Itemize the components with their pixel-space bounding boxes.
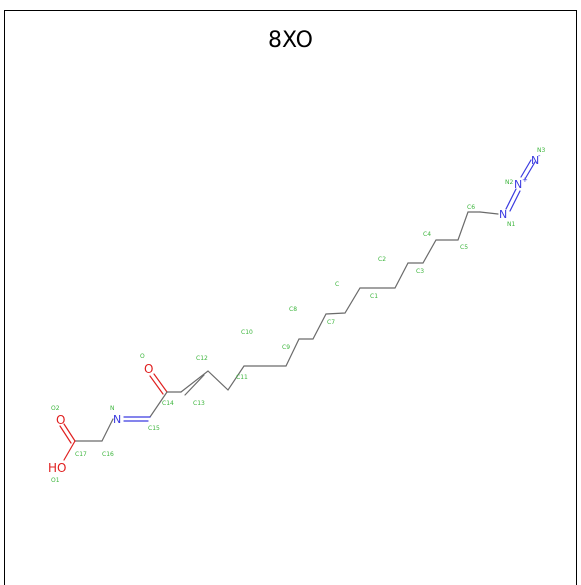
atom-o1-hydroxyl-symbol: HO	[48, 461, 66, 475]
bond-c17-o2	[63, 423, 76, 442]
label-c5: C5	[460, 244, 468, 251]
bond-n2-n3-double	[524, 161, 536, 180]
label-c17: C17	[75, 451, 87, 458]
atom-n3-symbol: N	[531, 154, 539, 167]
atom-n2-symbol: N	[514, 178, 522, 191]
bond-c14-o-double	[149, 375, 164, 395]
label-c10: C10	[241, 329, 253, 336]
molecule-title: 8XO	[268, 28, 313, 53]
label-c6: C6	[467, 204, 475, 211]
image-frame	[4, 10, 577, 585]
atom-o2-symbol: O	[56, 413, 65, 427]
bond-c17-o1	[63, 440, 76, 461]
label-c: C	[335, 281, 339, 288]
bond-n1-n2	[505, 188, 517, 210]
label-n3: N3	[537, 147, 545, 154]
label-c12: C12	[196, 355, 208, 362]
label-c4: C4	[423, 231, 431, 238]
bond-c12-c13-double	[184, 374, 205, 396]
bonds	[59, 159, 536, 461]
bond-n-c16	[101, 418, 114, 442]
label-c16: C16	[102, 451, 114, 458]
bond-c14-c15	[149, 391, 168, 418]
atom-labels: N3 N2 N1 C6 C5 C4 C3 C2 C1 C C7 C8 C9 C1…	[51, 147, 545, 484]
bond-c17-o2-double	[59, 425, 72, 444]
label-o1: O1	[51, 477, 60, 484]
label-c9: C9	[282, 344, 290, 351]
atom-n2-charge: +	[522, 176, 528, 184]
label-n: N	[110, 405, 115, 412]
bond-n1-c6	[479, 211, 499, 215]
atom-n1-symbol: N	[499, 208, 507, 221]
label-n2: N2	[505, 179, 513, 186]
label-c13: C13	[193, 400, 205, 407]
label-c3: C3	[416, 268, 424, 275]
carbon-chain	[180, 211, 481, 393]
label-c2: C2	[378, 256, 386, 263]
atom-o-ketone-symbol: O	[144, 362, 153, 376]
label-n1: N1	[507, 221, 515, 228]
bond-n2-n3	[520, 159, 532, 178]
label-c7: C7	[327, 319, 335, 326]
label-c1: C1	[370, 293, 378, 300]
label-c8: C8	[289, 306, 297, 313]
label-c15: C15	[148, 425, 160, 432]
label-o2: O2	[51, 405, 60, 412]
label-c11: C11	[236, 374, 248, 381]
atom-n3-charge: -	[538, 152, 541, 160]
label-o: O	[140, 353, 145, 360]
atom-symbols: N - N + N N O O HO	[48, 152, 541, 475]
bond-n1-n2-double	[509, 190, 521, 212]
atom-n-imine-symbol: N	[113, 413, 121, 426]
label-c14: C14	[162, 400, 174, 407]
bond-c14-o	[153, 373, 168, 393]
